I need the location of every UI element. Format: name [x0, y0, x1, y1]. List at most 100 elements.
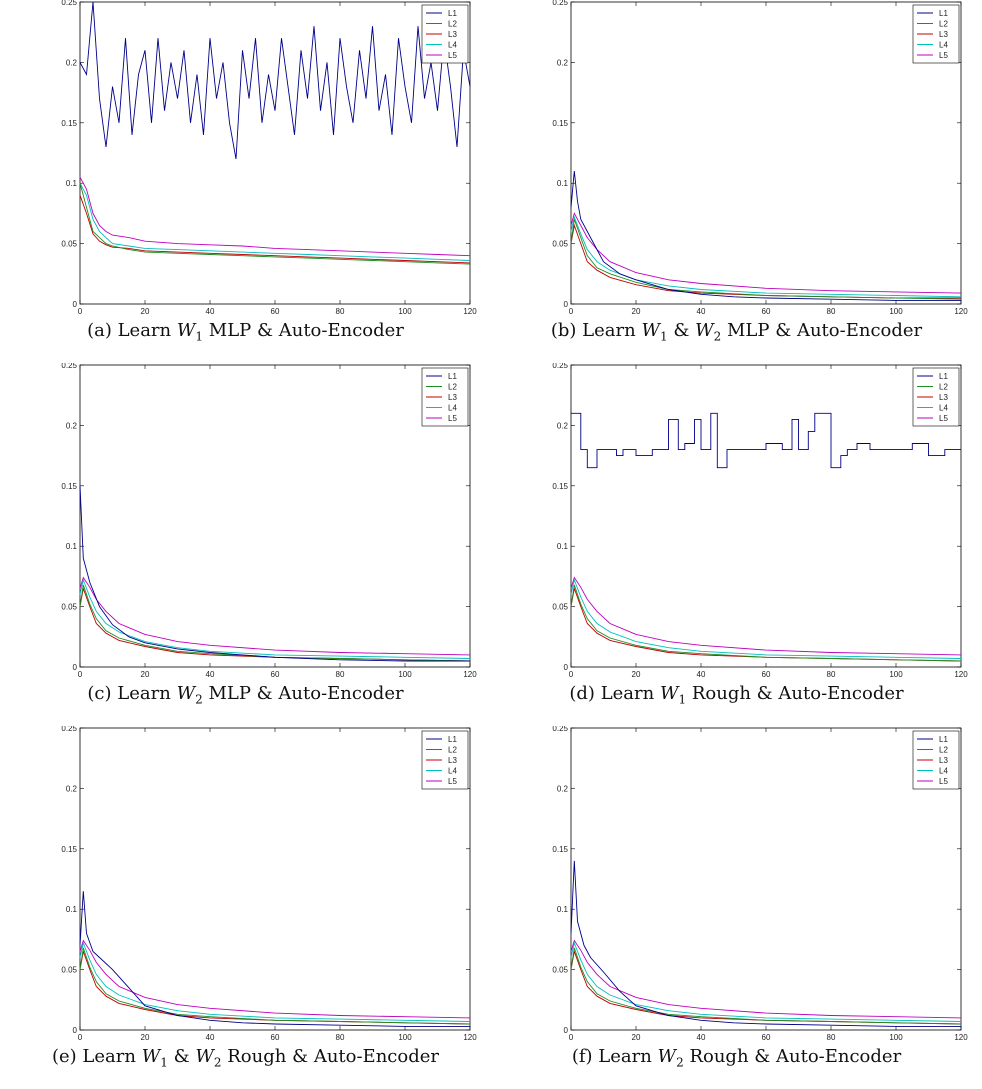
y-tick-label: 0.15 — [61, 482, 77, 491]
y-tick-label: 0.05 — [61, 603, 77, 612]
legend-label-l1: L1 — [939, 9, 948, 18]
caption-weight-1-sub: 1 — [195, 329, 204, 344]
chart-panel-e: 0 0.05 0.1 0.15 0.2 0.25 0 20 40 60 80 100 120 L1 L2 L3… — [0, 726, 491, 1089]
caption-prefix: Learn — [117, 320, 172, 341]
chart-svg: 0 0.05 0.1 0.15 0.2 0.25 0 20 40 60 80 100 120 L1 L2L3… — [61, 726, 477, 1042]
y-tick-label: 0.1 — [557, 905, 569, 914]
x-tick-label: 20 — [632, 1033, 641, 1042]
series-line-l2 — [79, 584, 471, 662]
legend-label-l1: L1 — [448, 9, 457, 18]
x-tick-label: 80 — [336, 307, 345, 316]
y-tick-label: 0.05 — [61, 240, 77, 249]
legend-label-l3: L3 — [939, 756, 948, 765]
x-tick-label: 40 — [697, 1033, 706, 1042]
chart-svg: 0 0.05 0.1 0.15 0.2 0.25 0 20 40 60 80 100 120 L1 L2L3… — [61, 0, 477, 316]
legend-label-l3: L3 — [939, 393, 948, 402]
x-tick-label: 80 — [827, 307, 836, 316]
legend-label-l3: L3 — [939, 30, 948, 39]
caption-suffix: Rough & Auto-Encoder — [691, 683, 904, 704]
y-tick-label: 0.25 — [61, 0, 77, 7]
panel-caption: (d) Learn W1 Rough & Auto-Encoder — [491, 683, 982, 707]
x-tick-label: 0 — [569, 670, 574, 679]
y-tick-label: 0.05 — [61, 966, 77, 975]
y-tick-label: 0.2 — [66, 784, 78, 793]
legend-label-l3: L3 — [448, 756, 457, 765]
plot-area — [79, 727, 471, 1031]
chart-panel-c: 0 0.05 0.1 0.15 0.2 0.25 0 20 40 60 80 100 120 L1 L2 L3… — [0, 363, 491, 726]
x-tick-label: 100 — [889, 1033, 903, 1042]
y-tick-label: 0.05 — [552, 603, 568, 612]
series-line-l1 — [79, 1, 471, 160]
x-tick-label: 100 — [398, 670, 412, 679]
series-line-l5 — [79, 939, 471, 1019]
series-line-l5 — [570, 939, 962, 1019]
caption-weight-2: W — [695, 320, 714, 341]
x-tick-label: 120 — [954, 307, 968, 316]
series-line-l2 — [79, 947, 471, 1025]
series-line-l3 — [79, 195, 471, 264]
chart-svg: 0 0.05 0.1 0.15 0.2 0.25 0 20 40 60 80 100 120 L1 L2L3… — [61, 363, 477, 679]
series-line-l2 — [570, 947, 962, 1025]
x-tick-label: 0 — [78, 670, 83, 679]
caption-weight-1: W — [141, 1046, 161, 1067]
caption-suffix: MLP & Auto-Encoder — [208, 320, 404, 341]
y-tick-label: 0.1 — [557, 179, 569, 188]
y-tick-label: 0.15 — [552, 482, 568, 491]
panel-caption: (a) Learn W1 MLP & Auto-Encoder — [0, 320, 491, 344]
x-tick-label: 0 — [569, 1033, 574, 1042]
caption-weight-1-sub: 1 — [659, 329, 668, 344]
chart-panel-b: 0 0.05 0.1 0.15 0.2 0.25 0 20 40 60 80 100 120 L1 L2 L3… — [491, 0, 982, 363]
legend-label-l2: L2 — [939, 746, 948, 755]
caption-tag: (d) — [569, 683, 595, 704]
chart-panel-d: 0 0.05 0.1 0.15 0.2 0.25 0 20 40 60 80 100 120 L1 L2 L3… — [491, 363, 982, 726]
y-tick-label: 0.15 — [61, 119, 77, 128]
legend-label-l1: L1 — [448, 372, 457, 381]
x-tick-label: 100 — [889, 670, 903, 679]
caption-weight-2-sub: 2 — [713, 329, 722, 344]
legend-label-l2: L2 — [939, 383, 948, 392]
series-line-l5 — [79, 176, 471, 257]
y-tick-label: 0 — [73, 300, 78, 309]
y-tick-label: 0.25 — [61, 363, 77, 370]
panel-caption: (c) Learn W2 MLP & Auto-Encoder — [0, 683, 491, 707]
legend-label-l2: L2 — [448, 383, 457, 392]
chart-svg: 0 0.05 0.1 0.15 0.2 0.25 0 20 40 60 80 100 120 L1 L2L3… — [552, 363, 968, 679]
plot-area — [570, 1, 962, 305]
caption-weight-1: W — [176, 683, 196, 704]
series-line-l4 — [570, 578, 962, 659]
caption-suffix: Rough & Auto-Encoder — [227, 1046, 439, 1067]
x-tick-label: 40 — [206, 670, 215, 679]
x-tick-label: 80 — [827, 670, 836, 679]
legend-label-l4: L4 — [448, 404, 457, 413]
x-tick-label: 40 — [697, 670, 706, 679]
x-tick-label: 20 — [141, 670, 150, 679]
series-line-l5 — [79, 576, 471, 656]
legend-label-l5: L5 — [448, 51, 457, 60]
series-line-l1 — [571, 412, 961, 469]
legend-label-l1: L1 — [939, 372, 948, 381]
y-tick-label: 0.2 — [557, 784, 569, 793]
x-tick-label: 80 — [827, 1033, 836, 1042]
panel-caption: (b) Learn W1 & W2 MLP & Auto-Encoder — [491, 320, 982, 344]
y-tick-label: 0.1 — [557, 542, 569, 551]
chart-panel-a: 0 0.05 0.1 0.15 0.2 0.25 0 20 40 60 80 100 120 L1 L2 L3… — [0, 0, 491, 363]
y-tick-label: 0.15 — [552, 119, 568, 128]
y-tick-label: 0.15 — [552, 845, 568, 854]
y-tick-label: 0.1 — [66, 179, 78, 188]
series-line-l4 — [570, 941, 962, 1022]
legend-label-l4: L4 — [939, 404, 948, 413]
legend-label-l4: L4 — [448, 767, 457, 776]
caption-suffix: Rough & Auto-Encoder — [689, 1046, 902, 1067]
caption-prefix: Learn — [117, 683, 171, 704]
y-tick-label: 0.2 — [557, 58, 569, 67]
y-tick-label: 0 — [73, 663, 78, 672]
legend-label-l4: L4 — [939, 41, 948, 50]
caption-weight-1: W — [176, 320, 196, 341]
caption-amp: & — [173, 1046, 190, 1067]
legend-label-l5: L5 — [939, 777, 948, 786]
y-tick-label: 0 — [564, 1026, 569, 1035]
legend-label-l5: L5 — [448, 777, 457, 786]
y-tick-label: 0.2 — [557, 421, 569, 430]
caption-suffix: MLP & Auto-Encoder — [727, 320, 923, 341]
series-line-l5 — [570, 576, 962, 656]
